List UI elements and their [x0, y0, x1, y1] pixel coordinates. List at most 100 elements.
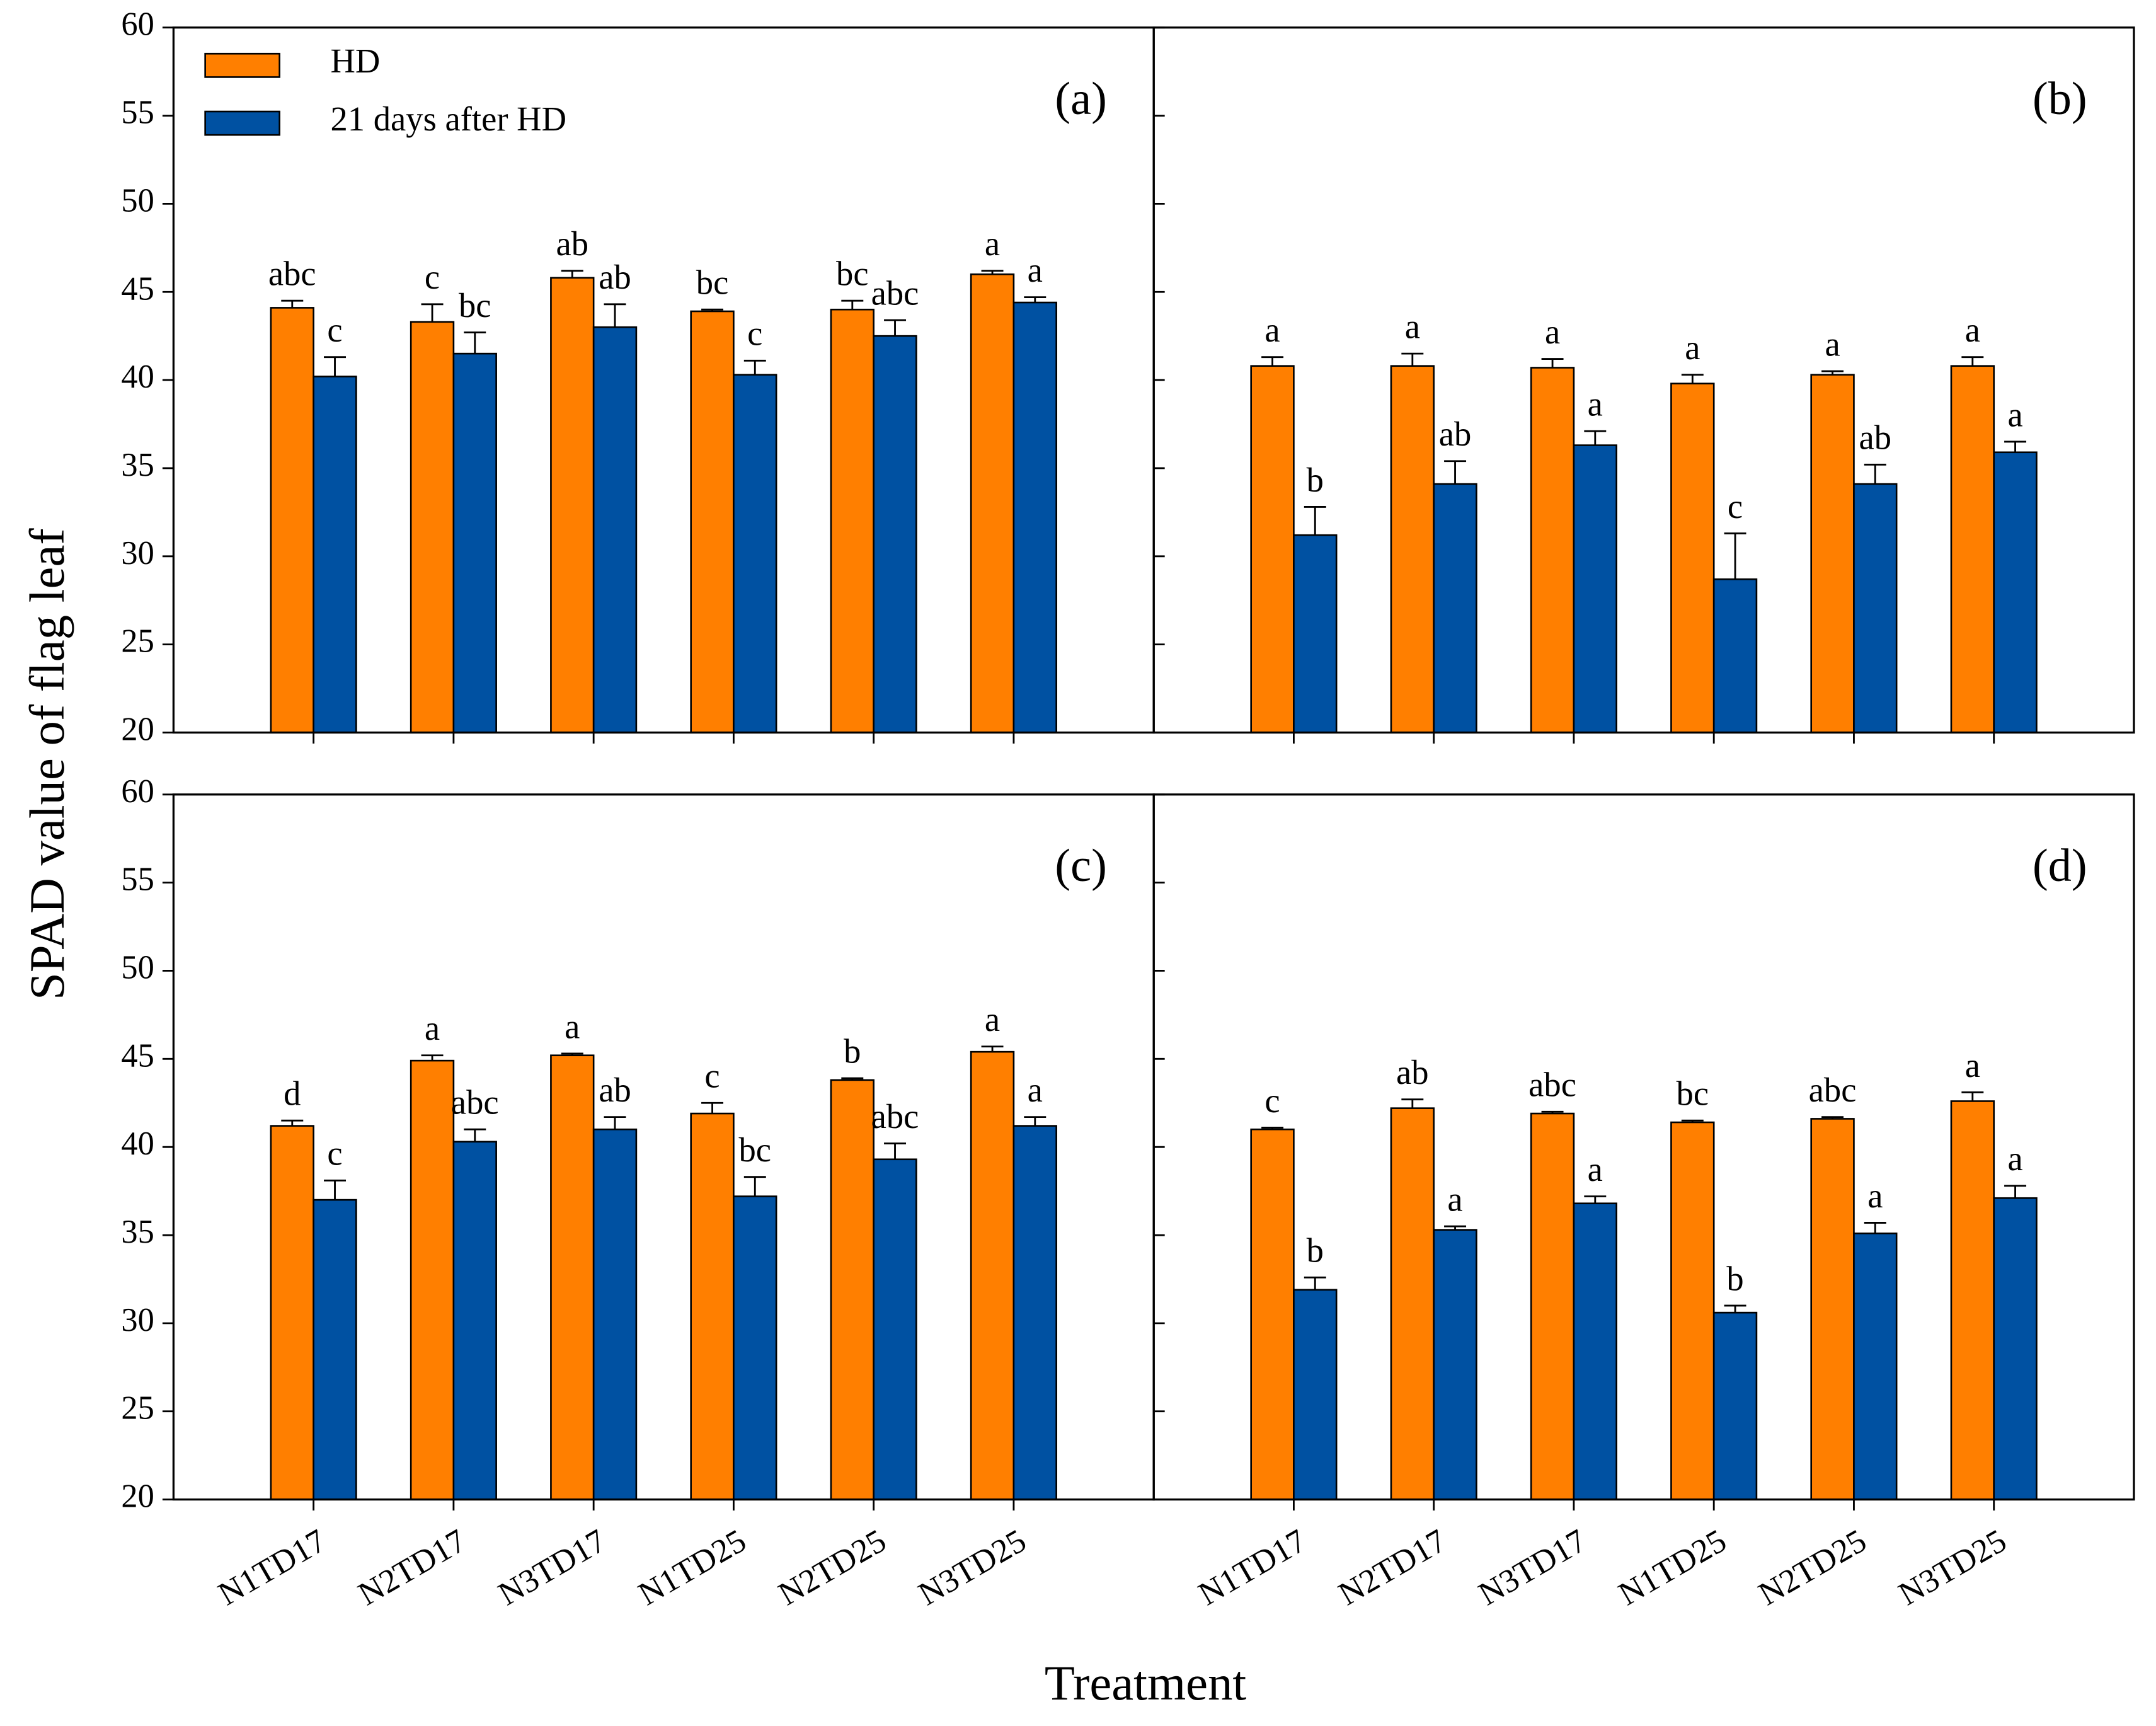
bar [1573, 1202, 1617, 1500]
x-axis-title: Treatment [1045, 1656, 1247, 1711]
bar [970, 273, 1015, 734]
bar [1012, 301, 1057, 734]
y-tick-label: 35 [121, 1214, 154, 1250]
significance-letter: a [425, 1009, 440, 1047]
bar [1853, 483, 1898, 734]
bar [1993, 451, 2038, 734]
significance-letter: abc [268, 255, 316, 293]
significance-letter: a [1588, 385, 1603, 423]
bar [1293, 534, 1338, 734]
legend-label: HD [331, 42, 381, 80]
significance-letter: abc [1528, 1066, 1576, 1104]
bar [1250, 1128, 1295, 1500]
significance-letter: bc [459, 286, 491, 325]
bar [410, 321, 455, 734]
significance-letter: a [1264, 311, 1280, 349]
bar [690, 1112, 735, 1500]
panel-label: (b) [2033, 73, 2087, 125]
bar [270, 1125, 314, 1500]
significance-letter: ab [1859, 418, 1892, 457]
y-tick-label: 20 [121, 711, 154, 747]
bar [1530, 1112, 1575, 1500]
bar [1670, 383, 1715, 734]
y-tick-label: 45 [121, 270, 154, 307]
significance-letter: a [1965, 311, 1980, 349]
bar [550, 1054, 595, 1500]
significance-letter: a [1545, 313, 1560, 351]
bar [1250, 365, 1295, 734]
legend-label: 21 days after HD [331, 100, 567, 138]
bar [1853, 1232, 1898, 1500]
significance-letter: c [1728, 487, 1743, 526]
bar [1390, 1107, 1435, 1500]
bar [1670, 1121, 1715, 1500]
significance-letter: a [2007, 1139, 2022, 1178]
y-tick-label: 20 [121, 1478, 154, 1515]
significance-letter: b [844, 1032, 861, 1070]
bar [1993, 1197, 2038, 1500]
bar [592, 1128, 638, 1500]
significance-letter: d [284, 1074, 301, 1113]
significance-letter: a [1405, 308, 1420, 346]
bar [1810, 374, 1855, 734]
legend-swatch [204, 110, 280, 136]
significance-letter: bc [696, 263, 729, 302]
panel-label: (a) [1055, 73, 1106, 125]
significance-letter: b [1307, 461, 1324, 499]
significance-letter: c [327, 311, 342, 349]
panel-label: (c) [1055, 840, 1106, 892]
significance-letter: a [1028, 1071, 1043, 1109]
y-tick-label: 55 [121, 95, 154, 131]
significance-letter: c [747, 314, 762, 353]
y-tick-label: 45 [121, 1037, 154, 1074]
significance-letter: bc [836, 255, 869, 293]
significance-letter: a [1685, 328, 1700, 367]
significance-letter: ab [1439, 415, 1472, 453]
y-tick-label: 55 [121, 861, 154, 898]
legend-swatch [204, 52, 280, 78]
bar [1950, 1100, 1995, 1500]
significance-letter: c [425, 258, 440, 296]
significance-letter: a [1965, 1046, 1980, 1085]
bar [1293, 1289, 1338, 1500]
bar [452, 1141, 497, 1500]
significance-letter: a [1028, 251, 1043, 289]
bar [592, 326, 638, 734]
bar [270, 307, 314, 734]
y-tick-label: 30 [121, 535, 154, 572]
bar [1433, 483, 1477, 734]
bar [550, 277, 595, 734]
bar [733, 1195, 777, 1500]
significance-letter: ab [599, 258, 631, 296]
significance-letter: ab [599, 1071, 631, 1109]
significance-letter: ab [1396, 1053, 1429, 1091]
significance-letter: c [1264, 1081, 1280, 1120]
significance-letter: a [985, 1000, 1000, 1038]
y-tick-label: 50 [121, 950, 154, 986]
bar [1530, 367, 1575, 734]
significance-letter: abc [1809, 1071, 1857, 1109]
bar [873, 1158, 917, 1500]
plot-frame [1152, 793, 2135, 1501]
significance-letter: bc [1677, 1074, 1709, 1113]
significance-letter: bc [739, 1131, 772, 1169]
bar [1712, 578, 1758, 734]
bar [1712, 1311, 1758, 1500]
significance-letter: abc [451, 1083, 499, 1122]
bar [1012, 1125, 1057, 1500]
bar [1573, 444, 1617, 734]
significance-letter: a [985, 224, 1000, 263]
y-axis-title: SPAD value of flag leaf [20, 528, 75, 1000]
bar [313, 376, 357, 734]
bar [1390, 365, 1435, 734]
bar [410, 1059, 455, 1500]
y-tick-label: 35 [121, 447, 154, 483]
significance-letter: b [1726, 1259, 1743, 1297]
y-tick-label: 40 [121, 359, 154, 395]
significance-letter: a [2007, 395, 2022, 434]
significance-letter: ab [556, 224, 589, 263]
y-tick-label: 30 [121, 1302, 154, 1338]
bar [733, 374, 777, 734]
significance-letter: a [1867, 1177, 1883, 1215]
